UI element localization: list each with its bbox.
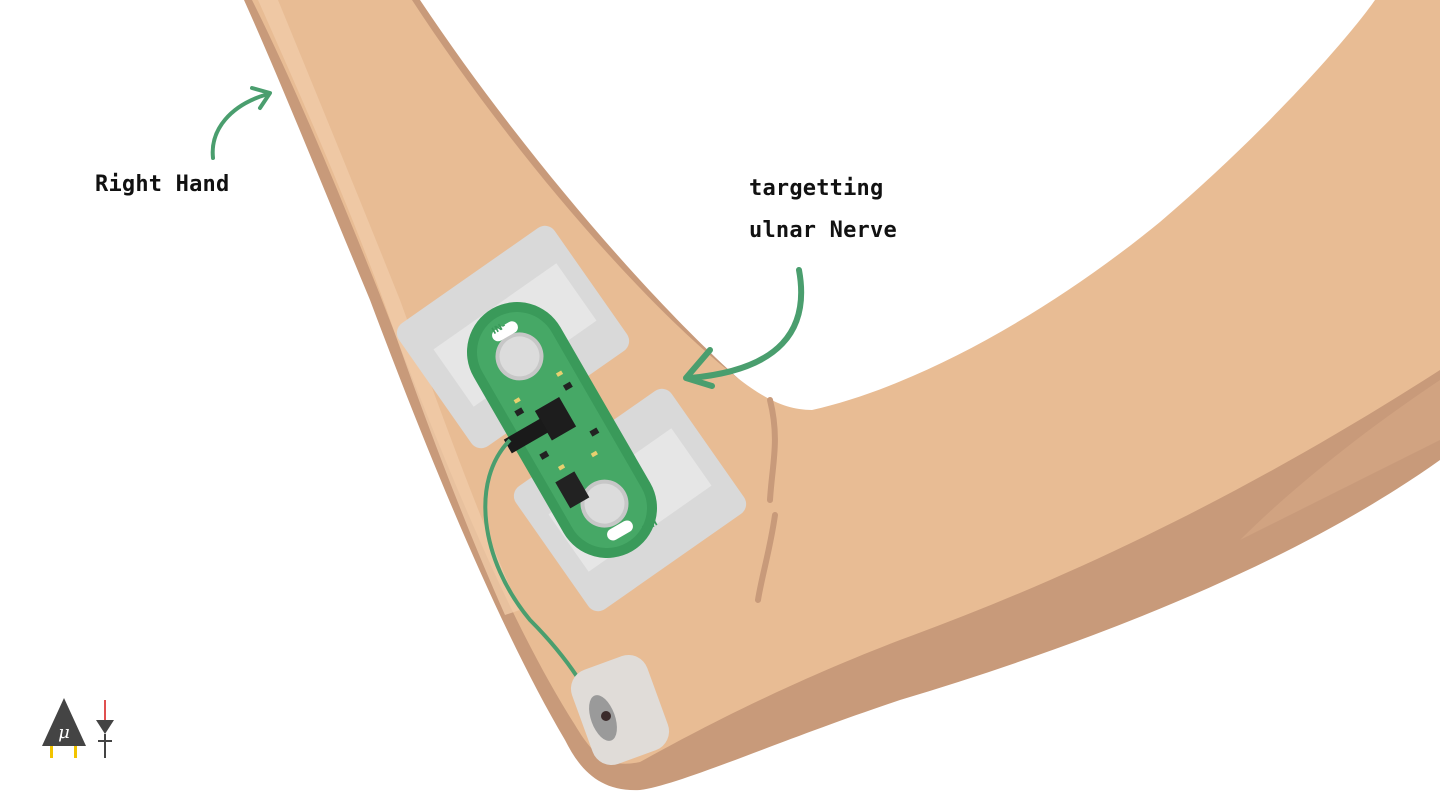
target-label-line2: ulnar Nerve [749, 218, 897, 243]
right-hand-label: Right Hand [95, 172, 230, 197]
muscle-sensor-logo-icon: μ [42, 698, 114, 758]
elbow-crease-2 [755, 512, 778, 603]
svg-text:μ: μ [58, 722, 70, 743]
muscle-sensor-board [467, 302, 657, 558]
upper-arm-shade [1240, 380, 1440, 540]
arm-highlight [258, 0, 520, 615]
arrow-to-nerve-icon [683, 267, 805, 389]
arrow-to-hand-icon [210, 86, 272, 160]
elbow-crease [767, 397, 778, 503]
arm-skin [252, 0, 1440, 764]
reference-electrode-pad [570, 654, 670, 766]
connector-plug [503, 418, 549, 454]
target-label-line1: targetting [749, 176, 884, 201]
